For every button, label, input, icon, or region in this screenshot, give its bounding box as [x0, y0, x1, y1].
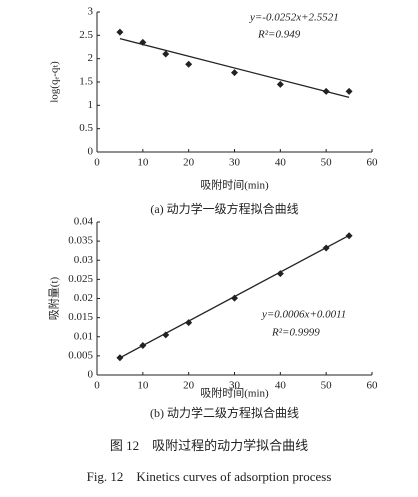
y-tick-label: 3 [88, 6, 94, 18]
y-tick-label: 1 [88, 99, 94, 111]
y-tick-label: 0 [88, 369, 94, 381]
y-tick-label: 0.5 [79, 122, 93, 134]
x-tick-label: 60 [367, 157, 379, 169]
y-tick-label: 0.02 [74, 292, 93, 304]
y-axis-label: 吸附量(t) [47, 276, 61, 320]
x-tick-label: 0 [94, 157, 100, 169]
x-tick-label: 10 [137, 380, 149, 392]
data-point [162, 50, 170, 58]
annotation: y=0.0006x+0.0011 [261, 309, 346, 321]
annotation: y=-0.0252x+2.5521 [249, 12, 339, 24]
x-tick-label: 10 [137, 157, 149, 169]
data-point [231, 69, 238, 77]
figure-caption-en: Fig. 12 Kinetics curves of adsorption pr… [87, 469, 332, 484]
x-tick-label: 30 [229, 380, 241, 392]
annotation: R²=0.949 [257, 29, 301, 41]
x-axis-label: 吸附时间(min) [200, 178, 269, 192]
chart-caption: (a) 动力学一级方程拟合曲线 [150, 201, 298, 216]
x-tick-label: 20 [183, 380, 195, 392]
data-point [116, 28, 124, 36]
y-tick-label: 0.025 [68, 273, 93, 285]
y-tick-label: 0 [88, 146, 94, 158]
y-tick-label: 0.04 [74, 216, 94, 228]
x-tick-label: 40 [275, 157, 287, 169]
y-axis-label: log(qₑ-qₜ) [49, 61, 61, 103]
x-tick-label: 30 [229, 157, 241, 169]
fit-line [119, 234, 350, 359]
x-tick-label: 0 [94, 380, 100, 392]
y-tick-label: 0.03 [74, 254, 94, 266]
y-tick-label: 0.015 [68, 311, 93, 323]
chart-caption: (b) 动力学二级方程拟合曲线 [150, 405, 299, 420]
y-tick-label: 2 [88, 52, 94, 64]
x-tick-label: 40 [275, 380, 287, 392]
y-tick-label: 1.5 [79, 76, 93, 88]
data-point [185, 60, 193, 68]
data-point [345, 87, 353, 95]
y-tick-label: 0.035 [68, 235, 93, 247]
y-tick-label: 0.01 [74, 330, 93, 342]
y-tick-label: 0.005 [68, 349, 93, 361]
y-tick-label: 2.5 [79, 29, 93, 41]
x-tick-label: 60 [367, 380, 379, 392]
annotation: R²=0.9999 [271, 327, 320, 339]
fit-line [119, 37, 350, 99]
x-tick-label: 20 [183, 157, 195, 169]
figure-caption-zh: 图 12 吸附过程的动力学拟合曲线 [110, 438, 308, 453]
data-point [276, 80, 284, 88]
x-tick-label: 50 [321, 157, 333, 169]
x-tick-label: 50 [321, 380, 333, 392]
x-axis-label: 吸附时间(min) [200, 386, 269, 400]
